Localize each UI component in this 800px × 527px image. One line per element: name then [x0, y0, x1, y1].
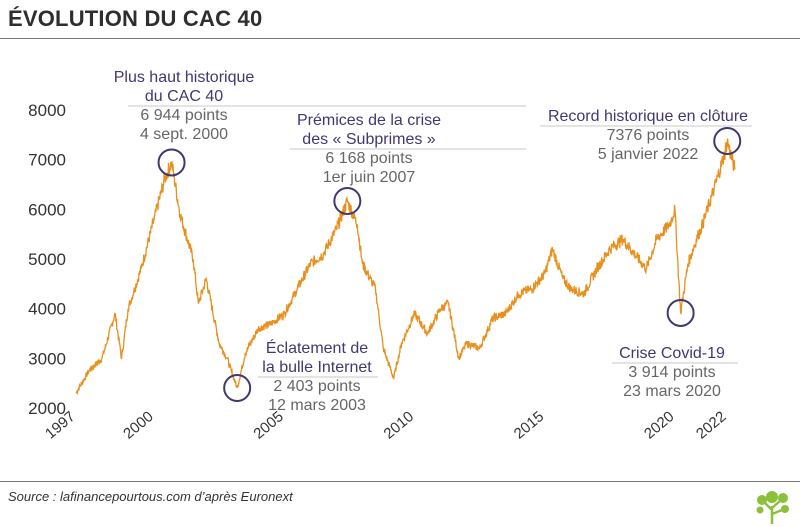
x-axis: 1997 2000 2005 2010 2015 2020 2022 [42, 408, 729, 442]
chart-title: ÉVOLUTION DU CAC 40 [8, 6, 263, 31]
annotation-title: du CAC 40 [145, 88, 223, 105]
top-divider [0, 38, 800, 39]
annotation-value: 1er juin 2007 [323, 169, 416, 186]
annotation-title: Prémices de la crise [297, 112, 441, 129]
annotation-value: 2 403 points [273, 378, 360, 395]
annotation: Éclatement de la bulle Internet 2 403 poin… [223, 338, 372, 414]
annotation-value: 12 mars 2003 [268, 397, 366, 414]
y-axis: 2000 3000 4000 5000 6000 7000 8000 [28, 101, 66, 418]
x-tick-label: 2015 [511, 408, 547, 442]
y-tick-label: 5000 [28, 250, 66, 269]
x-tick-label: 2020 [641, 408, 677, 442]
annotation-value: 23 mars 2020 [623, 383, 721, 400]
y-tick-label: 2000 [28, 399, 66, 418]
annotation: Record historique en clôture 7376 points 5… [548, 108, 748, 163]
highlight-circle [223, 373, 252, 402]
y-tick-label: 7000 [28, 151, 66, 170]
annotation-title: des « Subprimes » [302, 131, 436, 148]
annotation-title: la bulle Internet [262, 359, 372, 376]
y-tick-label: 8000 [28, 101, 66, 120]
source-note: Source : lafinancepourtous.com d’après E… [8, 489, 293, 504]
highlight-circle [333, 186, 362, 215]
annotation-value: 3 914 points [628, 364, 715, 381]
annotation-value: 4 sept. 2000 [140, 126, 228, 143]
highlight-circle [157, 148, 186, 177]
annotation-value: 7376 points [607, 127, 690, 144]
annotation-title: Record historique en clôture [548, 108, 748, 125]
annotation: Plus haut historique du CAC 40 6 944 point… [114, 69, 255, 177]
highlight-circle [666, 298, 695, 327]
annotation: Prémices de la crise des « Subprimes » 6 1… [297, 112, 441, 215]
annotation: Crise Covid-19 3 914 points 23 mars 2020 [619, 298, 725, 400]
x-tick-label: 2022 [693, 408, 729, 442]
highlight-circle [713, 126, 742, 155]
bottom-divider [0, 481, 800, 482]
annotations: Plus haut historique du CAC 40 6 944 point… [114, 69, 748, 414]
y-tick-label: 3000 [28, 349, 66, 368]
y-tick-label: 4000 [28, 300, 66, 319]
annotation-leader-lines [128, 105, 752, 378]
annotation-title: Plus haut historique [114, 69, 255, 86]
annotation-value: 6 944 points [140, 107, 227, 124]
cac40-series-line [75, 138, 736, 396]
tree-logo-icon [756, 491, 789, 524]
x-tick-label: 2000 [120, 408, 156, 442]
annotation-title: Crise Covid-19 [619, 345, 725, 362]
x-tick-label: 2010 [381, 408, 417, 442]
y-tick-label: 6000 [28, 200, 66, 219]
annotation-value: 6 168 points [325, 150, 412, 167]
annotation-value: 5 janvier 2022 [598, 146, 699, 163]
annotation-title: Éclatement de [266, 338, 368, 357]
